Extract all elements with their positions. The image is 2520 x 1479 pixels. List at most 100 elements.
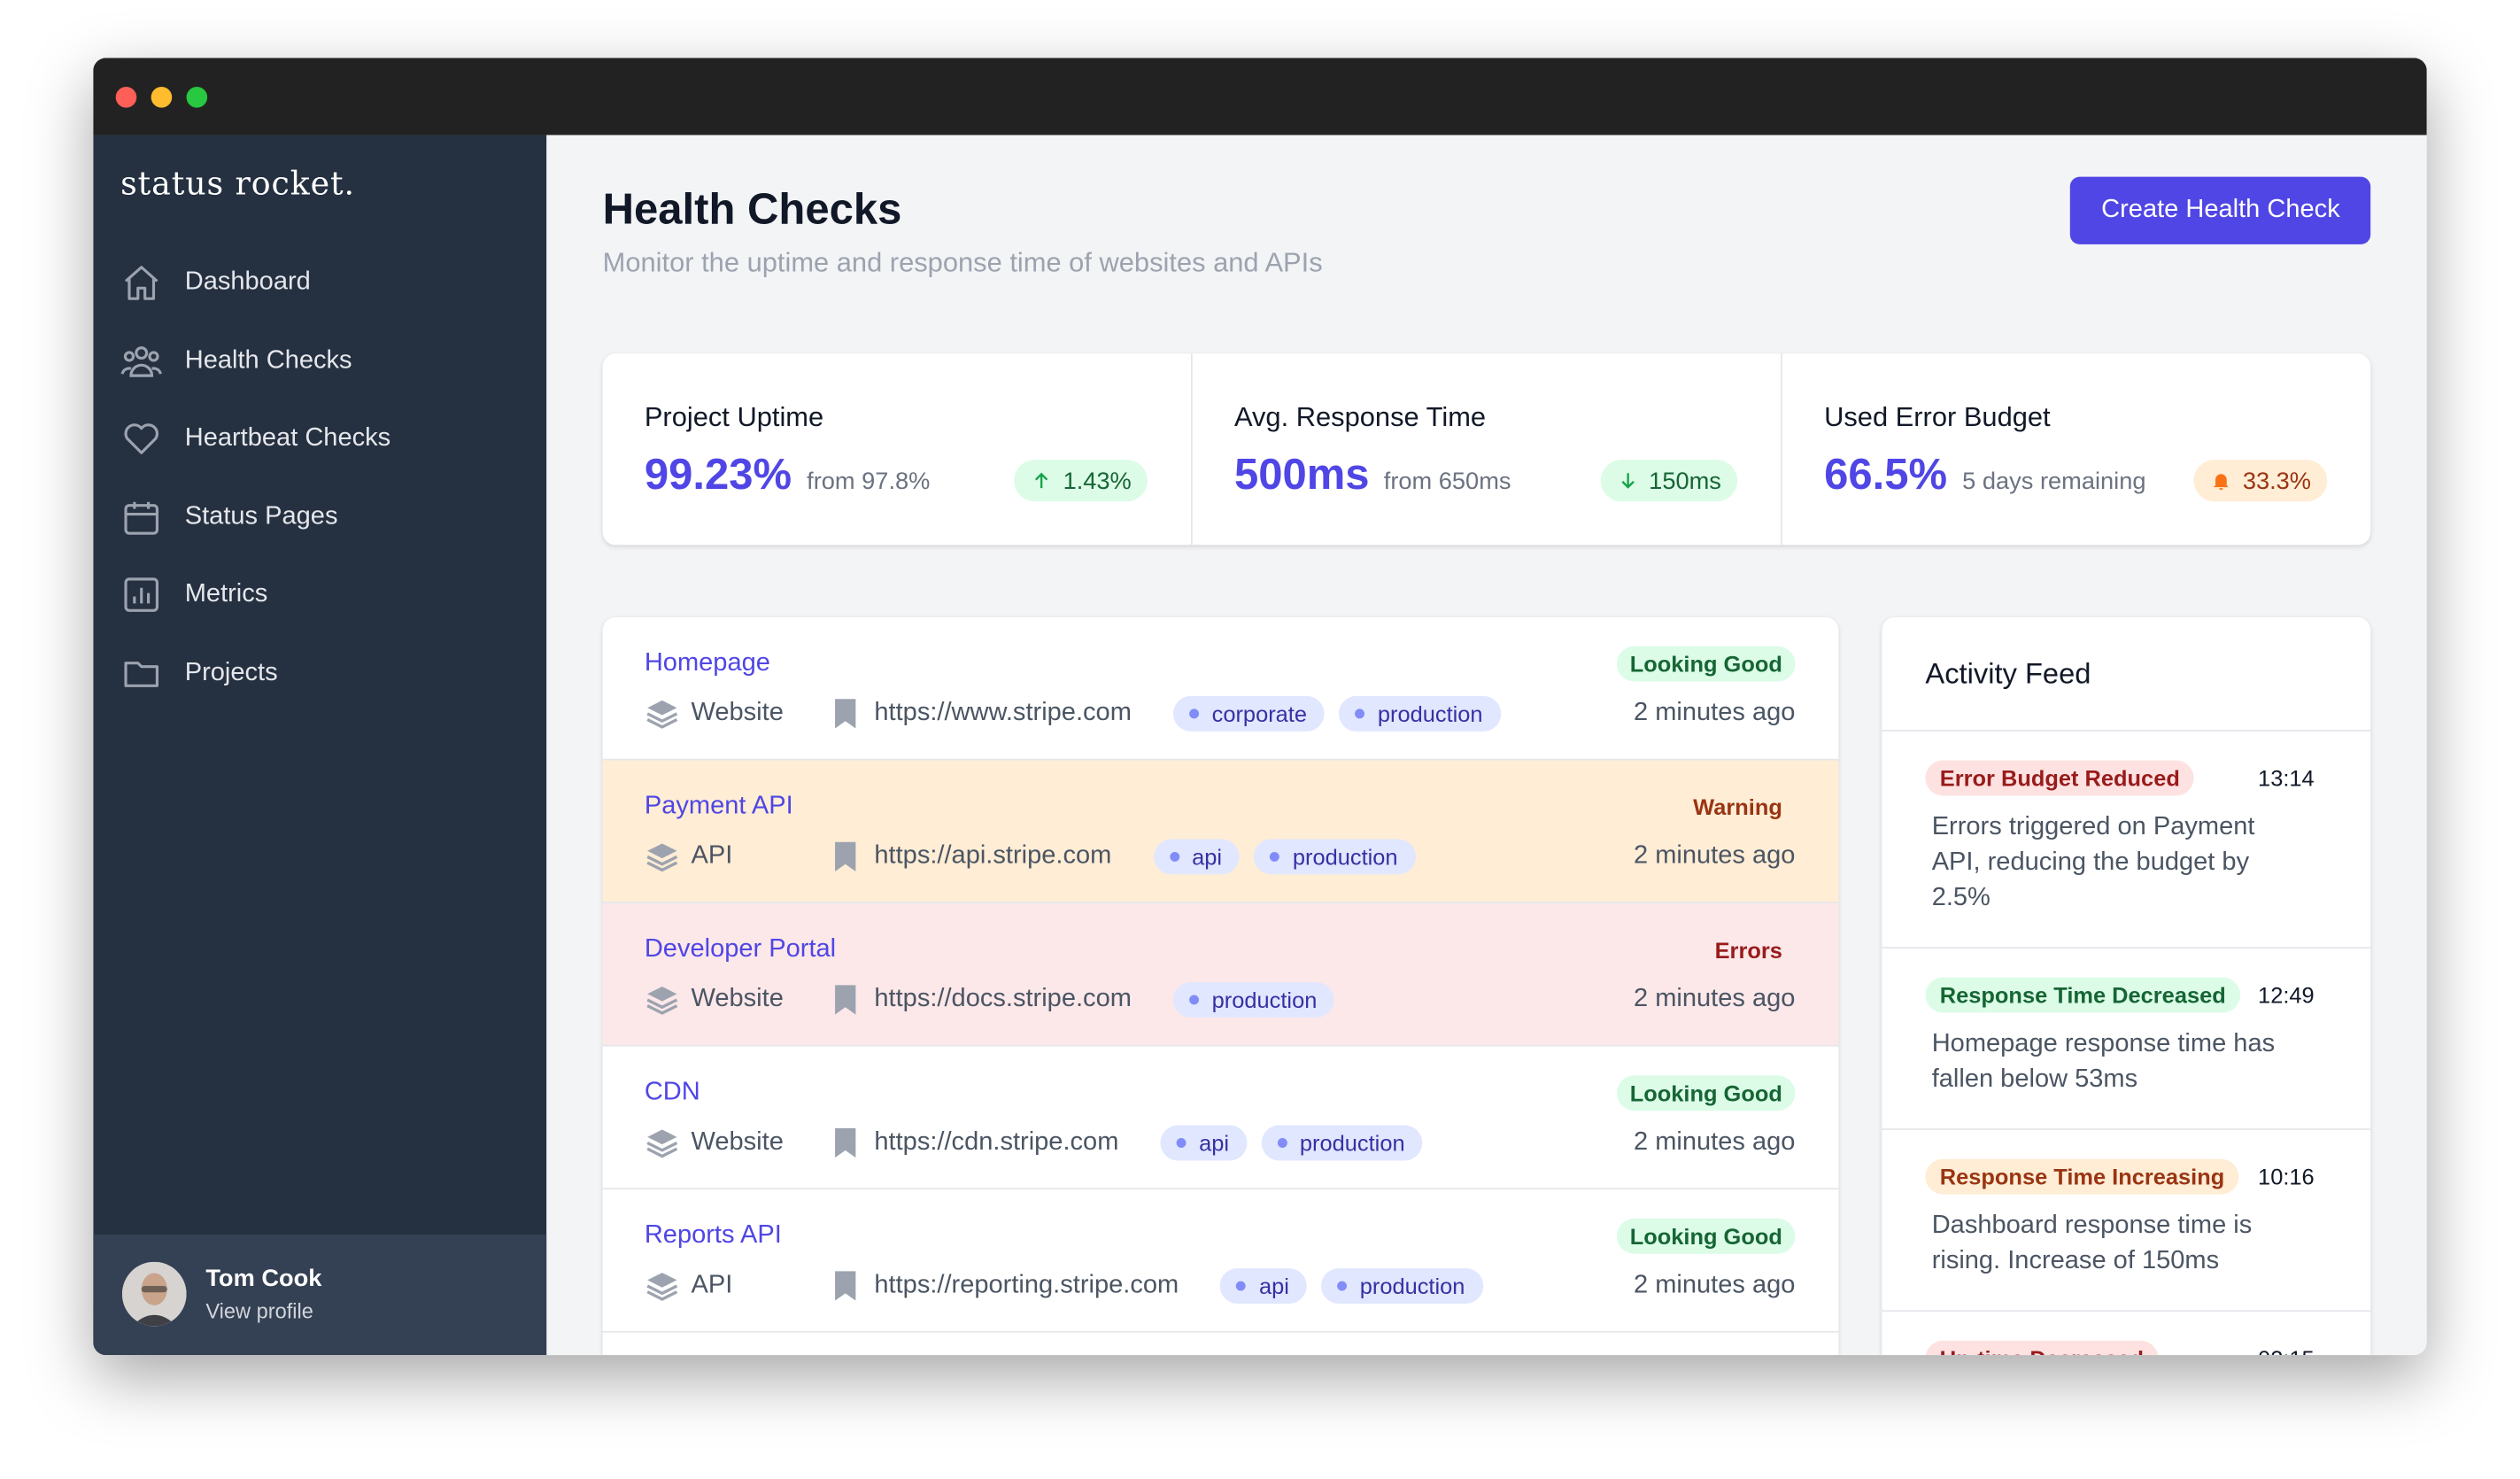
check-name[interactable]: Reports API (644, 1221, 782, 1250)
stat-from: from 650ms (1383, 468, 1511, 496)
icon (646, 1273, 678, 1301)
check-url: https://reporting.stripe.com (828, 1268, 1179, 1304)
activity-feed: Activity Feed Error Budget Reduced 13:14 E… (1882, 616, 2371, 1356)
tag: production (1339, 695, 1501, 732)
nav-item[interactable]: Health Checks (120, 322, 390, 400)
icon (2214, 474, 2230, 491)
minimize-button[interactable] (151, 87, 173, 108)
feed-time: 10:16 (2258, 1164, 2315, 1190)
create-button[interactable]: Create Health Check (2070, 176, 2371, 244)
stat-label: Used Error Budget (1824, 401, 2051, 433)
check-url: https://cdn.stripe.com (828, 1126, 1118, 1161)
check-details: API https://api.stripe.com api production 2 … (645, 838, 1796, 877)
tag: api (1153, 839, 1240, 875)
type-label: API (691, 842, 733, 870)
nav-label: Metrics (184, 580, 268, 608)
type-label: API (691, 1271, 733, 1299)
icon (646, 700, 678, 729)
tag: production (1173, 981, 1335, 1018)
feed-title: Activity Feed (1882, 617, 2371, 732)
stat: Used Error Budget 66.5% 5 days remaining 33… (1781, 353, 2370, 546)
nav-label: Health Checks (184, 346, 352, 375)
type-label: Website (691, 699, 784, 727)
check-status: Looking Good (1617, 1075, 1796, 1111)
icon (124, 661, 158, 687)
user-panel[interactable]: Tom Cook View profile (93, 1234, 547, 1356)
check-row[interactable]: Reports API Looking Good API https://report… (602, 1189, 1839, 1333)
icon (646, 986, 678, 1015)
icon (646, 843, 678, 872)
check-row[interactable]: Developer Portal Errors Website https://doc… (602, 903, 1839, 1047)
check-name[interactable]: Homepage (644, 649, 770, 678)
nav-item[interactable]: Dashboard (120, 244, 390, 322)
nav-label: Projects (184, 658, 278, 686)
check-time: 2 minutes ago (1633, 1128, 1796, 1157)
feed-text: Homepage response time has fallen below … (1931, 1030, 2276, 1094)
check-row[interactable]: Payment API Warning API https://api.stripe.… (602, 760, 1839, 904)
check-time: 2 minutes ago (1633, 842, 1796, 870)
feed-item: Error Budget Reduced 13:14 Errors triggere… (1882, 732, 2371, 949)
tag: production (1261, 1125, 1423, 1161)
nav-item[interactable]: Metrics (120, 556, 390, 634)
feed-tag: Response Time Increasing (1925, 1158, 2239, 1195)
stat-from: 5 days remaining (1962, 468, 2146, 496)
icon (835, 1127, 856, 1158)
stat-label: Project Uptime (644, 401, 824, 433)
type-label: Website (691, 1128, 784, 1157)
feed-text: Errors triggered on Payment API, reducin… (1931, 813, 2255, 912)
tag: production (1254, 839, 1416, 875)
feed-time: 02:15 (2258, 1345, 2315, 1355)
check-name[interactable]: CDN (644, 1078, 700, 1106)
main: Health Checks Monitor the uptime and res… (546, 135, 2427, 1356)
url-label: https://docs.stripe.com (874, 985, 1132, 1013)
icon (835, 841, 856, 872)
zoom-button[interactable] (186, 87, 208, 108)
check-type: Website (645, 982, 828, 1018)
stat: Project Uptime 99.23% from 97.8% 1.43% (603, 353, 1191, 545)
check-row[interactable]: Homepage Looking Good Website https://www.s… (602, 617, 1839, 761)
check-type: API (645, 839, 828, 874)
tag: corporate (1173, 695, 1325, 732)
check-type: Website (645, 1126, 828, 1161)
stats-card: Project Uptime 99.23% from 97.8% 1.43% Avg. … (602, 353, 2371, 546)
tag: api (1160, 1125, 1248, 1161)
icon (646, 1129, 678, 1158)
feed-tag: Up-time Decreased (1925, 1340, 2159, 1356)
profile-link[interactable]: View profile (205, 1298, 313, 1323)
check-row[interactable]: CDN Looking Good Website https://cdn.stripe… (602, 1047, 1839, 1190)
stat-change: 150ms (1600, 460, 1738, 502)
feed-item: Up-time Decreased 02:15 (1882, 1312, 2370, 1356)
nav-item[interactable]: Projects (120, 634, 390, 712)
window: status rocket. Dashboard Health Checks Hea… (93, 58, 2427, 1356)
feed-tag: Error Budget Reduced (1925, 760, 2195, 796)
check-status: Warning (1693, 794, 1782, 820)
icon (835, 699, 856, 729)
stat-change: 33.3% (2194, 460, 2328, 502)
check-time: 2 minutes ago (1633, 985, 1796, 1013)
nav-label: Status Pages (184, 502, 338, 530)
check-url: https://www.stripe.com (828, 696, 1132, 732)
icon (124, 577, 158, 613)
feed-tag: Response Time Decreased (1925, 977, 2241, 1013)
feed-time: 12:49 (2258, 981, 2315, 1009)
type-label: Website (691, 985, 784, 1013)
page-title: Health Checks (602, 184, 902, 234)
check-name[interactable]: Developer Portal (644, 935, 837, 964)
check-details: Website https://docs.stripe.com production… (645, 980, 1796, 1019)
check-type: API (645, 1268, 828, 1304)
stat-value: 99.23% (644, 450, 792, 499)
check-name[interactable]: Payment API (644, 792, 793, 820)
nav-item[interactable]: Status Pages (120, 478, 390, 556)
stat-value: 66.5% (1824, 450, 1948, 499)
nav-item[interactable]: Heartbeat Checks (120, 400, 390, 478)
check-url: https://docs.stripe.com (828, 982, 1132, 1018)
close-button[interactable] (115, 87, 137, 108)
check-status: Looking Good (1617, 1218, 1796, 1254)
check-details: API https://reporting.stripe.com api produc… (645, 1266, 1796, 1305)
stat-label: Avg. Response Time (1233, 401, 1487, 433)
check-time: 2 minutes ago (1633, 699, 1796, 727)
icon (835, 985, 856, 1015)
tag: api (1220, 1268, 1307, 1305)
